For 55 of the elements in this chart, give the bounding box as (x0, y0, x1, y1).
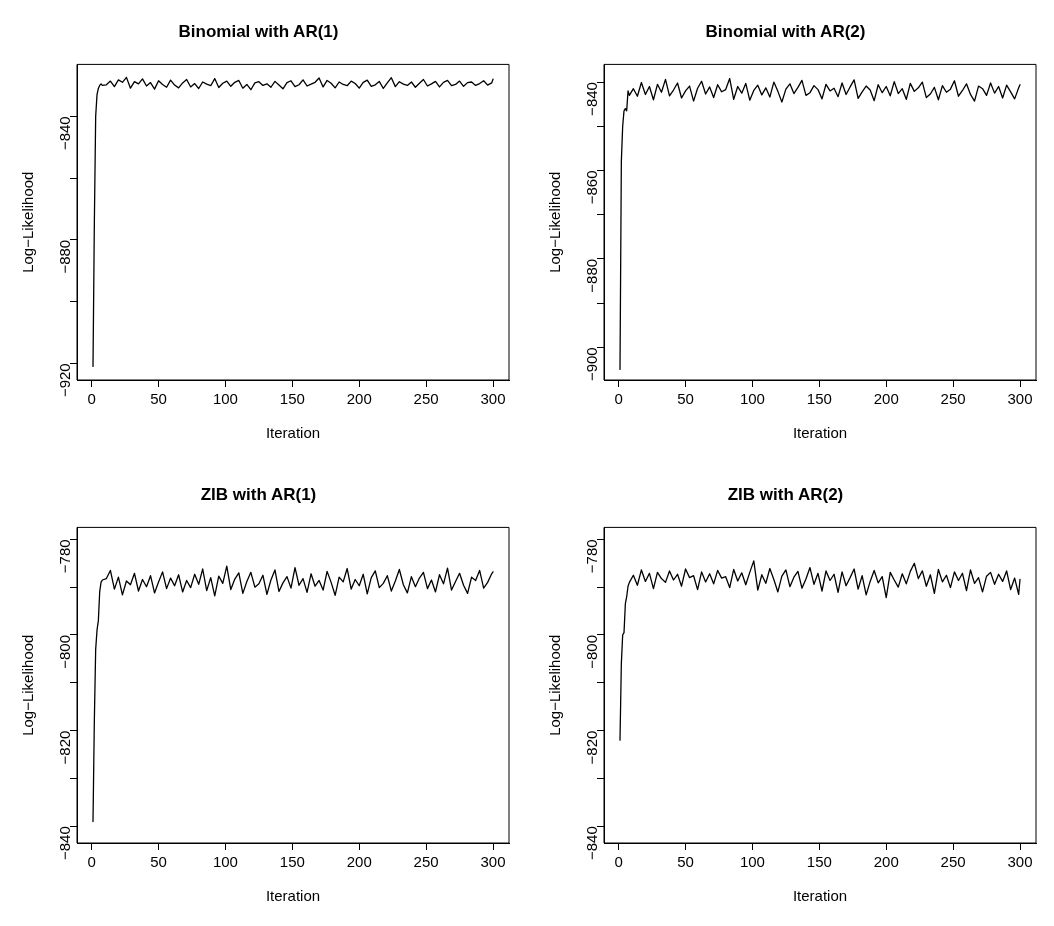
y-tick-label: −860 (583, 170, 601, 205)
x-tick-label: 100 (212, 390, 238, 408)
x-tick-label: 150 (279, 390, 305, 408)
y-tick-label: −880 (56, 239, 74, 274)
y-tick-label: −820 (583, 730, 601, 765)
x-tick-label: 0 (614, 390, 623, 408)
x-tick-label: 300 (1007, 853, 1033, 871)
x-tick-label: 50 (677, 853, 694, 871)
x-tick-label: 100 (739, 390, 765, 408)
chart-title: Binomial with AR(1) (178, 21, 339, 41)
y-tick-label: −840 (56, 116, 74, 151)
chart-title: ZIB with AR(2) (727, 484, 844, 504)
y-axis-title: Log−Likelihood (546, 171, 564, 273)
chart-title: Binomial with AR(2) (705, 21, 866, 41)
x-tick-label: 100 (212, 853, 238, 871)
x-axis-title: Iteration (265, 887, 321, 905)
x-tick-label: 250 (413, 390, 439, 408)
x-tick-label: 0 (87, 853, 96, 871)
x-tick-label: 0 (87, 390, 96, 408)
x-axis-title: Iteration (265, 424, 321, 442)
x-tick-label: 200 (346, 390, 372, 408)
y-tick-label: −780 (56, 539, 74, 574)
x-tick-label: 250 (940, 390, 966, 408)
x-tick-label: 200 (873, 853, 899, 871)
y-axis-title: Log−Likelihood (546, 634, 564, 736)
x-tick-label: 200 (873, 390, 899, 408)
y-tick-label: −800 (583, 634, 601, 669)
x-axis-title: Iteration (792, 887, 848, 905)
x-tick-label: 50 (150, 390, 167, 408)
x-tick-label: 300 (1007, 390, 1033, 408)
y-tick-label: −840 (583, 826, 601, 861)
x-tick-label: 50 (150, 853, 167, 871)
x-tick-label: 300 (480, 390, 506, 408)
x-tick-label: 150 (806, 853, 832, 871)
y-tick-label: −800 (56, 634, 74, 669)
x-tick-label: 200 (346, 853, 372, 871)
x-tick-label: 250 (940, 853, 966, 871)
y-tick-label: −820 (56, 730, 74, 765)
x-tick-label: 0 (614, 853, 623, 871)
x-tick-label: 50 (677, 390, 694, 408)
x-tick-label: 150 (806, 390, 832, 408)
y-tick-label: −920 (56, 363, 74, 398)
x-tick-label: 100 (739, 853, 765, 871)
y-tick-label: −840 (56, 826, 74, 861)
x-tick-label: 150 (279, 853, 305, 871)
y-axis-title: Log−Likelihood (19, 171, 37, 273)
y-tick-label: −780 (583, 539, 601, 574)
y-tick-label: −900 (583, 347, 601, 382)
x-tick-label: 300 (480, 853, 506, 871)
y-tick-label: −880 (583, 258, 601, 293)
x-axis-title: Iteration (792, 424, 848, 442)
y-axis-title: Log−Likelihood (19, 634, 37, 736)
y-tick-label: −840 (583, 82, 601, 116)
x-tick-label: 250 (413, 853, 439, 871)
chart-title: ZIB with AR(1) (200, 484, 317, 504)
